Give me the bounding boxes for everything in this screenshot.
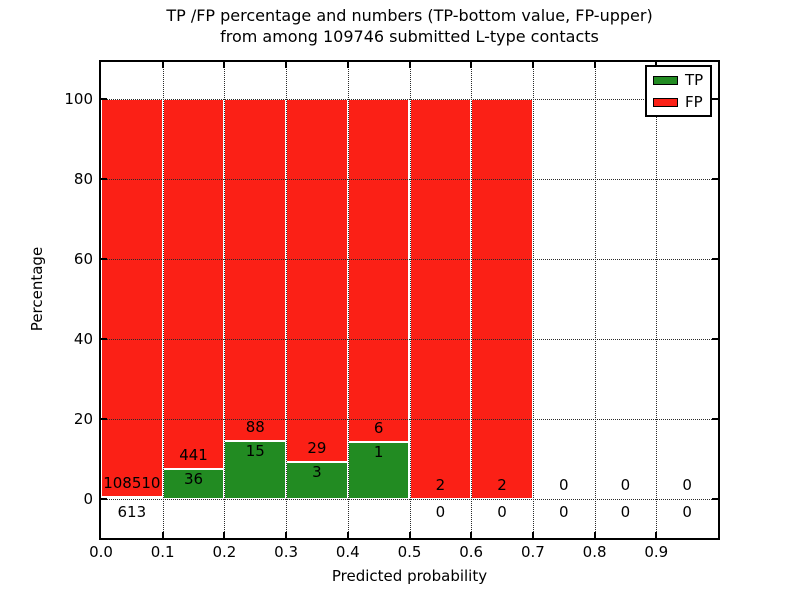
x-tick-label: 0.3	[274, 543, 299, 561]
legend-label-fp: FP	[685, 93, 703, 111]
bar-fp	[224, 99, 287, 441]
y-tick-left	[101, 418, 107, 420]
gridline-vertical	[162, 62, 164, 538]
x-tick-top	[285, 62, 288, 68]
bar-label-fp: 2	[497, 476, 507, 494]
gridline-vertical	[347, 62, 349, 538]
bar-label-tp: 36	[183, 469, 204, 488]
x-tick-label: 0.9	[644, 543, 669, 561]
y-tick-left	[101, 338, 107, 340]
y-tick-label: 40	[73, 330, 93, 348]
bar-tp	[101, 496, 163, 499]
x-tick-label: 0.2	[212, 543, 237, 561]
x-axis-label: Predicted probability	[331, 567, 488, 585]
x-tick-bottom	[285, 532, 288, 538]
plot-area: TP FP 108510 613 441 36 88 15 29 3 6 1 2 0 2 0 0 0 0 0 0 0	[99, 60, 720, 540]
bar-label-tp: 613	[117, 503, 147, 521]
x-tick-label: 0.0	[89, 543, 113, 561]
y-tick-label: 60	[73, 250, 93, 268]
bar-fp	[347, 99, 410, 442]
bar-label-fp: 0	[682, 476, 692, 494]
bar-label-fp: 441	[179, 445, 208, 464]
x-tick-label: 0.6	[459, 543, 484, 561]
y-axis-label: Percentage	[28, 246, 46, 332]
legend-item-tp: TP	[653, 72, 704, 88]
bar-label-fp: 29	[307, 438, 327, 457]
bar-tp	[347, 441, 410, 499]
y-tick-right	[712, 338, 718, 340]
y-tick-left	[101, 258, 107, 260]
bar-fp	[286, 99, 348, 462]
y-tick-right	[712, 418, 718, 420]
bar-label-tp: 0	[620, 503, 631, 521]
chart-title-line1: TP /FP percentage and numbers (TP-bottom…	[166, 6, 653, 25]
x-tick-label: 0.4	[335, 543, 360, 561]
gridline-vertical	[286, 62, 288, 538]
y-tick-label: 0	[83, 490, 93, 508]
chart-title: TP /FP percentage and numbers (TP-bottom…	[99, 5, 720, 47]
x-tick-bottom	[223, 532, 226, 538]
y-tick-left	[101, 178, 107, 180]
x-tick-label: 0.1	[150, 543, 175, 561]
x-tick-label: 0.8	[582, 543, 607, 561]
x-tick-bottom	[470, 532, 473, 538]
bar-label-fp: 88	[245, 417, 265, 436]
x-tick-bottom	[346, 532, 349, 538]
x-tick-top	[223, 62, 226, 68]
bar-label-tp: 0	[558, 503, 569, 521]
x-tick-top	[161, 62, 164, 68]
x-tick-bottom	[593, 532, 596, 538]
legend-swatch-fp-icon	[653, 97, 678, 107]
bar-label-tp: 0	[435, 503, 446, 521]
bar-label-tp: 15	[245, 441, 265, 460]
bar-label-tp: 0	[682, 503, 692, 521]
x-tick-top	[531, 62, 534, 68]
x-tick-bottom	[531, 532, 534, 538]
gridline-vertical	[409, 62, 411, 538]
legend-label-tp: TP	[685, 71, 704, 89]
bar-label-fp: 108510	[103, 473, 161, 492]
y-tick-label: 20	[73, 410, 93, 428]
y-tick-right	[712, 98, 718, 100]
x-tick-top	[346, 62, 349, 68]
gridline-vertical	[656, 62, 658, 538]
y-tick-left	[101, 498, 107, 500]
bar-fp	[101, 99, 163, 497]
bar-label-fp: 2	[435, 476, 446, 494]
bar-label-fp: 6	[373, 418, 384, 437]
gridline-vertical	[594, 62, 596, 538]
bar-fp	[409, 99, 472, 499]
y-tick-left	[101, 98, 107, 100]
bar-tp	[286, 461, 348, 499]
bar-label-tp: 1	[373, 442, 384, 461]
bar-label-fp: 0	[620, 476, 631, 494]
bar-fp	[162, 99, 225, 469]
y-tick-right	[712, 498, 718, 500]
y-tick-right	[712, 258, 718, 260]
bar-label-fp: 0	[558, 476, 569, 494]
x-tick-bottom	[408, 532, 411, 538]
bar-label-tp: 3	[312, 462, 322, 481]
x-tick-bottom	[655, 532, 658, 538]
y-tick-label: 80	[73, 170, 93, 188]
chart-title-line2: from among 109746 submitted L-type conta…	[220, 27, 599, 46]
y-tick-right	[712, 178, 718, 180]
x-tick-bottom	[161, 532, 164, 538]
x-tick-top	[470, 62, 473, 68]
x-tick-label: 0.7	[520, 543, 545, 561]
x-tick-top	[408, 62, 411, 68]
gridline-vertical	[532, 62, 534, 538]
gridline-vertical	[471, 62, 473, 538]
bar-fp	[471, 99, 533, 499]
legend-item-fp: FP	[653, 94, 704, 110]
gridline-vertical	[224, 62, 226, 538]
x-tick-label: 0.5	[397, 543, 422, 561]
bar-tp	[162, 468, 225, 499]
bar-label-tp: 0	[497, 503, 507, 521]
y-tick-label: 100	[64, 90, 93, 108]
legend: TP FP	[645, 65, 712, 117]
legend-swatch-tp-icon	[653, 75, 678, 85]
x-tick-top	[593, 62, 596, 68]
